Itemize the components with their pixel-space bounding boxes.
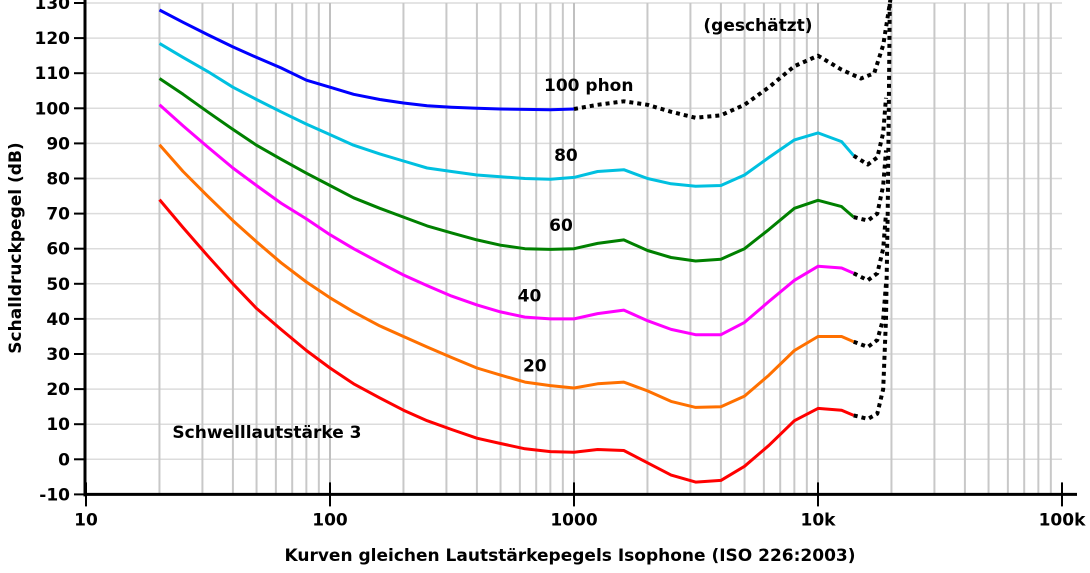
x-axis-label: Kurven gleichen Lautstärkepegels Isophon… [284,546,855,566]
curve-label: 40 [518,286,542,306]
curve-label: Schwelllautstärke 3 [172,423,361,443]
y-axis-label: Schalldruckpegel (dB) [6,142,26,353]
curve-estimated-10 [853,150,888,223]
y-tick-label: 50 [46,275,70,295]
curve-80 [158,42,855,188]
curve-schwelllautst-rke-3 [158,198,855,484]
curve-estimated-9 [852,213,888,283]
y-tick-label: 0 [58,450,70,470]
curve-estimated-11 [852,97,888,167]
x-tick-label: 100k [1039,510,1086,530]
curve-estimated-8 [852,283,888,349]
curve-40 [158,103,855,337]
curve-label: 60 [549,216,573,236]
curve-label: 80 [554,146,578,166]
x-tick-label: 10k [801,510,837,530]
y-tick-label: 120 [35,29,71,49]
curve-label: 100 phon [544,76,633,96]
y-tick-label: 20 [46,380,70,400]
y-tick-label: 30 [46,345,70,365]
y-tick-label: 80 [46,170,70,190]
x-tick-label: 1000 [550,510,597,530]
y-tick-label: 40 [46,310,70,330]
curve-label: 20 [523,357,547,377]
annotations: 100 phon 80 60 40 20 Schwelllautstärke 3 (gesc… [172,16,812,443]
y-tick-label: 130 [35,0,71,14]
y-tick-label: 90 [46,134,70,154]
axes: -10 0 10 20 30 40 50 60 70 80 90 100 110 120 130 10 100 1… [35,0,1086,530]
y-tick-label: 70 [46,205,70,225]
x-tick-label: 100 [312,510,348,530]
y-tick-label: 10 [46,415,70,435]
y-tick-label: 60 [46,240,70,260]
curve-20 [158,143,855,409]
curve-label: (geschätzt) [703,16,812,36]
grid [86,2,1062,495]
curve-100-phon [158,8,575,112]
curve-60 [158,77,855,263]
y-tick-label: -10 [39,485,70,505]
y-tick-label: 110 [35,64,71,84]
y-tick-label: 100 [35,99,71,119]
curve-estimated-7 [853,0,892,421]
x-tick-label: 10 [74,510,98,530]
curves [158,0,893,484]
curve--gesch-tzt- [573,0,893,120]
